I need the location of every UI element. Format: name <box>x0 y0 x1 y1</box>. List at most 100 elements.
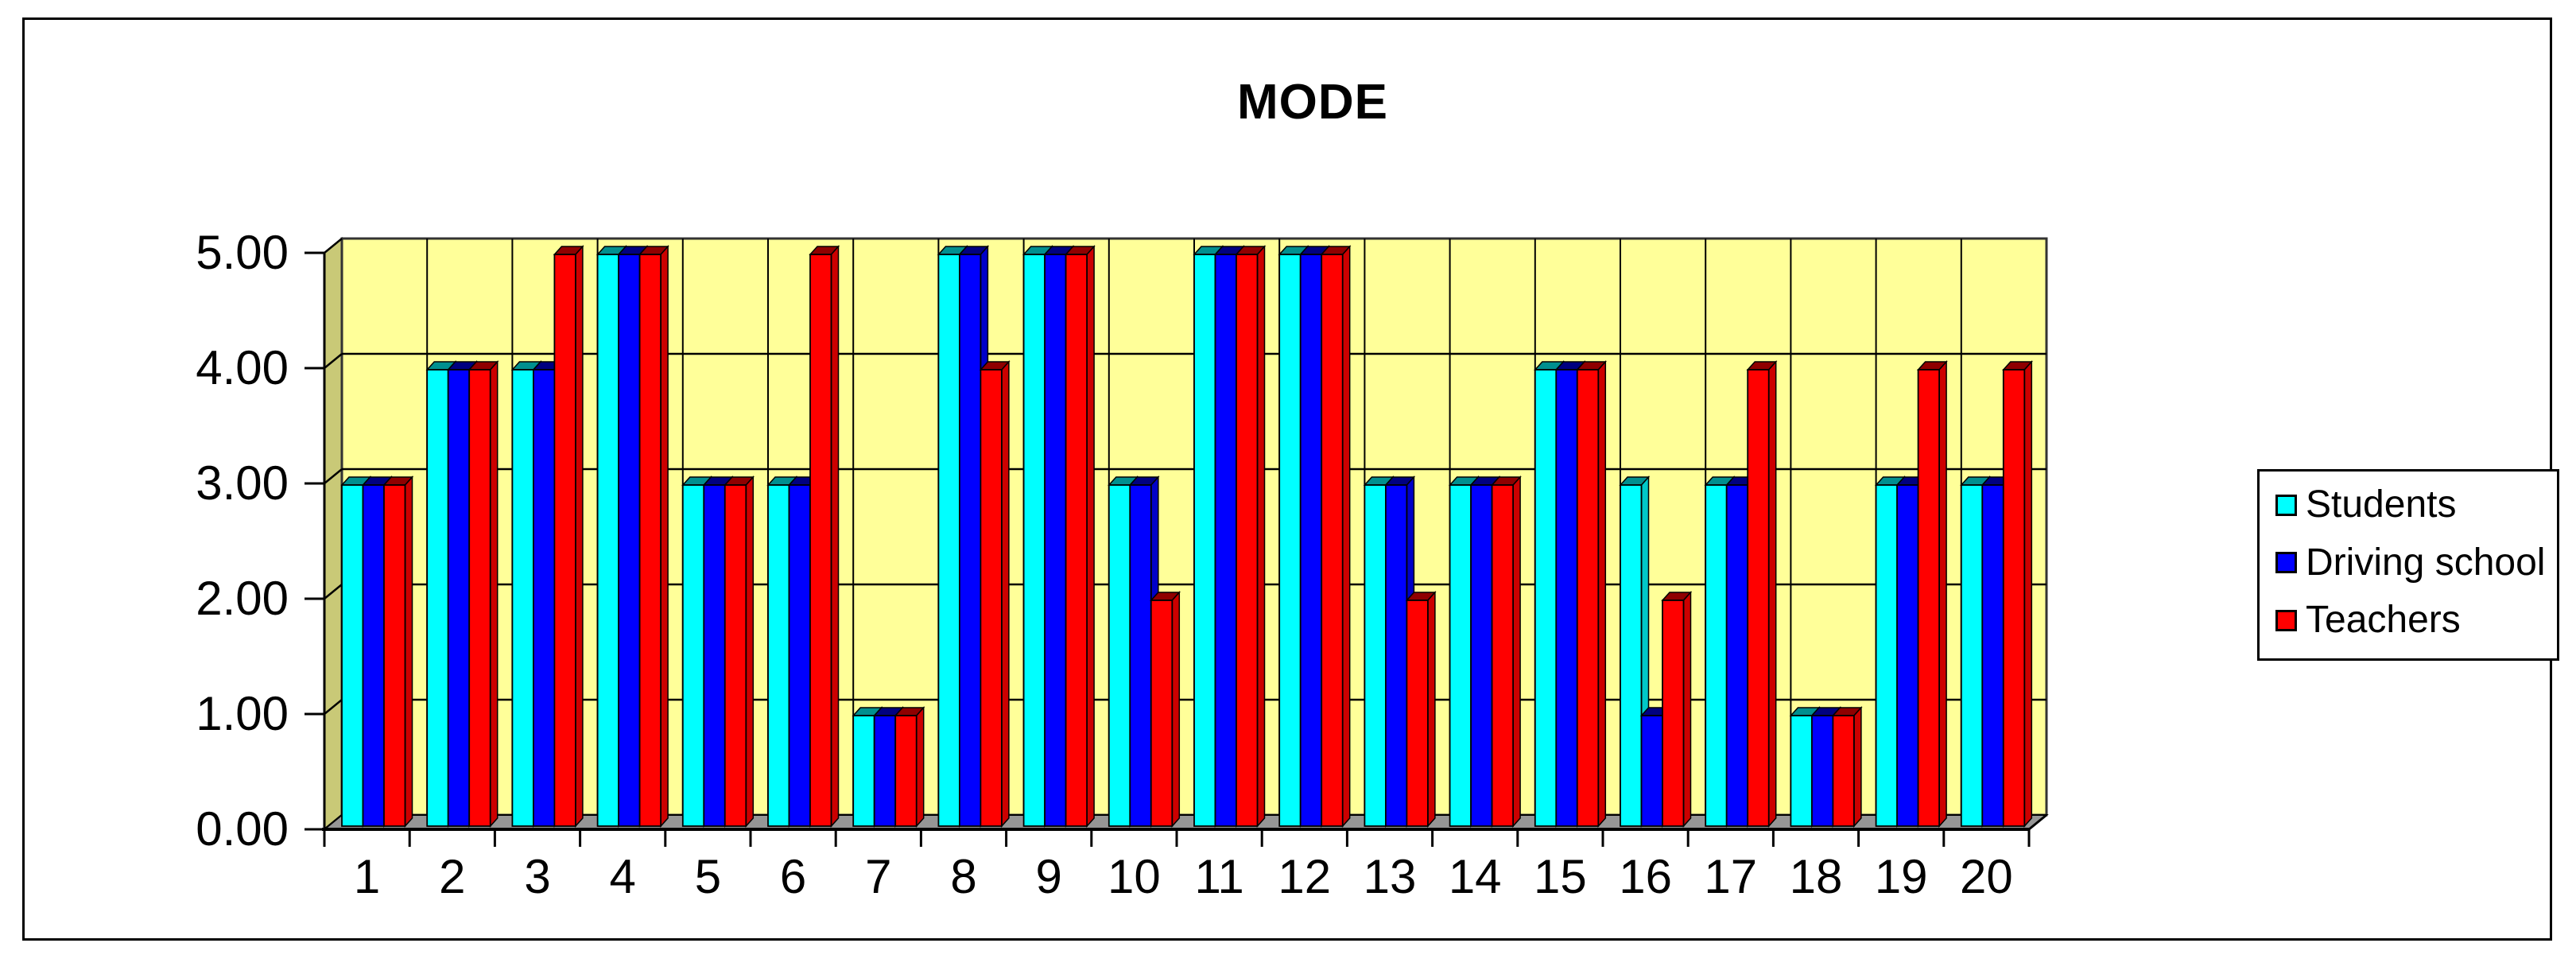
x-axis-label: 9 <box>1036 850 1062 903</box>
bar-front-face <box>724 484 747 827</box>
corner-tick <box>324 699 343 715</box>
bar-front-face <box>703 484 726 827</box>
bar-teachers-3 <box>553 245 584 828</box>
bar-group-20 <box>1960 360 2033 828</box>
bar-front-face <box>1150 600 1174 827</box>
x-axis-label: 12 <box>1278 850 1331 903</box>
y-axis-label: 0.00 <box>196 802 289 856</box>
bar-teachers-13 <box>1405 591 1437 828</box>
bar-front-face <box>1491 484 1514 827</box>
bar-group-10 <box>1108 475 1181 828</box>
x-axis-label: 6 <box>780 850 806 903</box>
bar-group-11 <box>1193 245 1267 828</box>
bar-front-face <box>788 484 811 827</box>
bar-teachers-5 <box>724 475 755 828</box>
legend-swatch-driving-school <box>2275 552 2297 573</box>
bar-teachers-12 <box>1320 245 1352 828</box>
bar-group-16 <box>1619 475 1693 828</box>
bar-front-face <box>1129 484 1152 827</box>
bar-front-face <box>1108 484 1131 827</box>
bar-teachers-4 <box>638 245 669 828</box>
bar-side-face <box>1086 245 1095 828</box>
bar-side-face <box>404 475 413 828</box>
x-axis-label: 7 <box>865 850 891 903</box>
bar-side-face <box>1938 360 1947 828</box>
bar-side-face <box>1341 245 1351 828</box>
bar-front-face <box>383 484 406 827</box>
bar-teachers-17 <box>1746 360 1778 828</box>
bar-front-face <box>1236 254 1259 827</box>
bar-front-face <box>1662 600 1685 827</box>
bar-group-13 <box>1363 475 1437 828</box>
bar-group-1 <box>340 475 414 828</box>
bar-group-4 <box>596 245 669 828</box>
bar-front-face <box>1896 484 1919 827</box>
legend: Students Driving school Teachers <box>2257 469 2559 661</box>
bar-front-face <box>1470 484 1493 827</box>
bar-front-face <box>1705 484 1728 827</box>
bar-group-15 <box>1534 360 1607 828</box>
bar-side-face <box>1171 591 1181 828</box>
legend-item-students: Students <box>2275 486 2549 524</box>
x-axis-label: 10 <box>1108 850 1161 903</box>
bar-group-17 <box>1704 360 1778 828</box>
y-axis-label: 4.00 <box>196 341 289 394</box>
x-axis-label: 4 <box>610 850 636 903</box>
bar-front-face <box>809 254 832 827</box>
bar-front-face <box>511 369 534 827</box>
bar-front-face <box>596 254 619 827</box>
bar-front-face <box>1810 715 1834 827</box>
bar-front-face <box>980 369 1003 827</box>
corner-tick <box>324 353 343 369</box>
bar-front-face <box>1790 715 1813 827</box>
bar-front-face <box>362 484 385 827</box>
bar-front-face <box>1406 600 1429 827</box>
corner-tick <box>324 468 343 484</box>
bar-front-face <box>1981 484 2004 827</box>
bar-front-face <box>638 254 661 827</box>
bar-group-9 <box>1022 245 1096 828</box>
x-axis-label: 15 <box>1534 850 1587 903</box>
legend-label: Driving school <box>2306 541 2546 584</box>
bar-front-face <box>937 254 960 827</box>
bar-front-face <box>426 369 449 827</box>
y-axis-label: 3.00 <box>196 456 289 510</box>
bar-front-face <box>1364 484 1387 827</box>
bar-teachers-11 <box>1235 245 1267 828</box>
bar-teachers-10 <box>1150 591 1181 828</box>
bar-side-face <box>915 706 925 828</box>
bar-group-3 <box>510 245 584 828</box>
bar-teachers-8 <box>979 360 1011 828</box>
bar-group-8 <box>937 245 1011 828</box>
y-axis-label: 2.00 <box>196 572 289 625</box>
plot-side-wall <box>324 236 343 832</box>
bar-teachers-19 <box>1916 360 1948 828</box>
corner-tick <box>324 238 343 254</box>
bar-front-face <box>1278 254 1302 827</box>
bar-side-face <box>489 360 499 828</box>
bar-side-face <box>1001 360 1010 828</box>
x-axis-label: 19 <box>1875 850 1928 903</box>
bar-side-face <box>745 475 755 828</box>
bar-front-face <box>1193 254 1216 827</box>
bar-teachers-6 <box>809 245 840 828</box>
bar-side-face <box>660 245 669 828</box>
bar-front-face <box>1555 369 1578 827</box>
bar-front-face <box>894 715 918 827</box>
bar-front-face <box>1299 254 1323 827</box>
y-axis-label: 5.00 <box>196 226 289 279</box>
bar-front-face <box>1449 484 1472 827</box>
bar-front-face <box>1044 254 1067 827</box>
bar-front-face <box>1640 715 1663 827</box>
bar-front-face <box>1385 484 1408 827</box>
x-axis-label: 13 <box>1364 850 1417 903</box>
legend-swatch-teachers <box>2275 609 2297 631</box>
bar-front-face <box>1022 254 1046 827</box>
bar-front-face <box>2002 369 2026 827</box>
x-axis-label: 3 <box>524 850 550 903</box>
bar-front-face <box>767 484 790 827</box>
bar-side-face <box>1682 591 1692 828</box>
bar-teachers-9 <box>1064 245 1096 828</box>
x-axis-label: 20 <box>1960 850 2013 903</box>
bar-teachers-2 <box>467 360 499 828</box>
